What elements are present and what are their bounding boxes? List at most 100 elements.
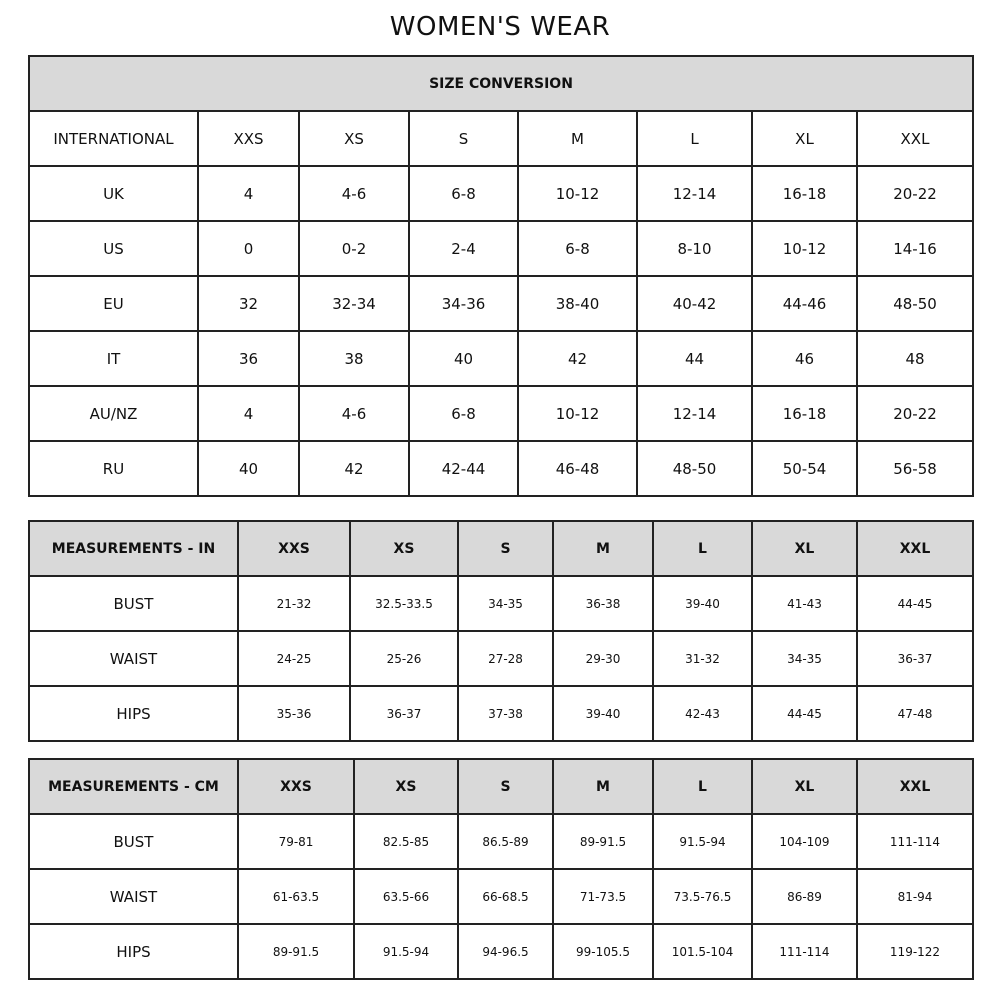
table-cell: 0-2: [298, 220, 410, 277]
table-cell: 47-48: [856, 685, 974, 742]
table-cell: 39-40: [652, 575, 753, 632]
table-cell: 20-22: [856, 165, 974, 222]
table-cell: 40: [408, 330, 519, 387]
column-header: XXL: [856, 758, 974, 815]
table-cell: 99-105.5: [552, 923, 654, 980]
table-cell: 111-114: [856, 813, 974, 870]
table-cell: 66-68.5: [457, 868, 554, 925]
row-label: HIPS: [28, 923, 239, 980]
table-cell: 42: [298, 440, 410, 497]
table-cell: 44-45: [751, 685, 858, 742]
table-cell: 48: [856, 330, 974, 387]
table-cell: 86.5-89: [457, 813, 554, 870]
table-cell: 82.5-85: [353, 813, 459, 870]
table-row: BUST 79-81 82.5-85 86.5-89 89-91.5 91.5-94 104…: [28, 813, 974, 870]
row-label: BUST: [28, 575, 239, 632]
table-cell: 40-42: [636, 275, 753, 332]
table-cell: 6-8: [408, 385, 519, 442]
table-row: AU/NZ 4 4-6 6-8 10-12 12-14 16-18 20-22: [28, 385, 974, 442]
table-cell: 16-18: [751, 385, 858, 442]
column-header: L: [636, 110, 753, 167]
column-header: INTERNATIONAL: [28, 110, 199, 167]
table-cell: 38-40: [517, 275, 638, 332]
table-cell: 94-96.5: [457, 923, 554, 980]
table-cell: 4-6: [298, 385, 410, 442]
table-cell: 39-40: [552, 685, 654, 742]
table-cell: 42-44: [408, 440, 519, 497]
table-cell: 4: [197, 385, 300, 442]
table-cell: 20-22: [856, 385, 974, 442]
table-cell: 44-46: [751, 275, 858, 332]
column-header: S: [457, 520, 554, 577]
row-label: US: [28, 220, 199, 277]
table-row: BUST 21-32 32.5-33.5 34-35 36-38 39-40 41-43 44…: [28, 575, 974, 632]
column-header: M: [552, 758, 654, 815]
table-cell: 27-28: [457, 630, 554, 687]
table-cell: 21-32: [237, 575, 351, 632]
table-cell: 36-38: [552, 575, 654, 632]
table-cell: 34-36: [408, 275, 519, 332]
table-cell: 119-122: [856, 923, 974, 980]
table-cell: 0: [197, 220, 300, 277]
table-cell: 24-25: [237, 630, 351, 687]
column-header: XXS: [237, 758, 355, 815]
row-label: BUST: [28, 813, 239, 870]
column-header: MEASUREMENTS - CM: [28, 758, 239, 815]
table-cell: 6-8: [517, 220, 638, 277]
column-header: XS: [353, 758, 459, 815]
table-cell: 31-32: [652, 630, 753, 687]
table-cell: 111-114: [751, 923, 858, 980]
table-cell: 12-14: [636, 165, 753, 222]
size-conversion-header: SIZE CONVERSION: [28, 55, 974, 112]
table-cell: 48-50: [856, 275, 974, 332]
table-cell: 48-50: [636, 440, 753, 497]
size-conversion-table: SIZE CONVERSION INTERNATIONAL XXS XS S M L XL XX…: [28, 55, 974, 497]
table-cell: 86-89: [751, 868, 858, 925]
table-cell: 89-91.5: [552, 813, 654, 870]
column-header: XXL: [856, 110, 974, 167]
table-cell: 36-37: [349, 685, 459, 742]
table-cell: 101.5-104: [652, 923, 753, 980]
table-cell: 34-35: [751, 630, 858, 687]
table-cell: 6-8: [408, 165, 519, 222]
table-cell: 44: [636, 330, 753, 387]
table-cell: 16-18: [751, 165, 858, 222]
measurements-in-table: MEASUREMENTS - IN XXS XS S M L XL XXL BUST 21-32 3…: [28, 520, 974, 742]
row-label: IT: [28, 330, 199, 387]
column-header: L: [652, 758, 753, 815]
row-label: WAIST: [28, 630, 239, 687]
table-cell: 10-12: [517, 165, 638, 222]
column-header: MEASUREMENTS - IN: [28, 520, 239, 577]
column-header: XS: [298, 110, 410, 167]
table-header-row: MEASUREMENTS - CM XXS XS S M L XL XXL: [28, 758, 974, 815]
table-cell: 79-81: [237, 813, 355, 870]
table-cell: 4-6: [298, 165, 410, 222]
column-header: S: [457, 758, 554, 815]
table-row: IT 36 38 40 42 44 46 48: [28, 330, 974, 387]
table-cell: 42-43: [652, 685, 753, 742]
column-header: M: [517, 110, 638, 167]
table-cell: 25-26: [349, 630, 459, 687]
table-cell: 38: [298, 330, 410, 387]
table-cell: 12-14: [636, 385, 753, 442]
table-row: WAIST 24-25 25-26 27-28 29-30 31-32 34-35 36-37: [28, 630, 974, 687]
table-cell: 32.5-33.5: [349, 575, 459, 632]
table-cell: 71-73.5: [552, 868, 654, 925]
table-cell: 8-10: [636, 220, 753, 277]
row-label: RU: [28, 440, 199, 497]
table-cell: 36-37: [856, 630, 974, 687]
column-header: S: [408, 110, 519, 167]
table-row: HIPS 89-91.5 91.5-94 94-96.5 99-105.5 101.5-1…: [28, 923, 974, 980]
table-cell: 61-63.5: [237, 868, 355, 925]
table-cell: 44-45: [856, 575, 974, 632]
table-cell: 2-4: [408, 220, 519, 277]
column-header: M: [552, 520, 654, 577]
table-cell: 63.5-66: [353, 868, 459, 925]
column-header: XL: [751, 758, 858, 815]
column-header: XXS: [197, 110, 300, 167]
table-row: UK 4 4-6 6-8 10-12 12-14 16-18 20-22: [28, 165, 974, 222]
page-title: WOMEN'S WEAR: [389, 12, 611, 42]
table-cell: 41-43: [751, 575, 858, 632]
row-label: EU: [28, 275, 199, 332]
table-cell: 10-12: [751, 220, 858, 277]
